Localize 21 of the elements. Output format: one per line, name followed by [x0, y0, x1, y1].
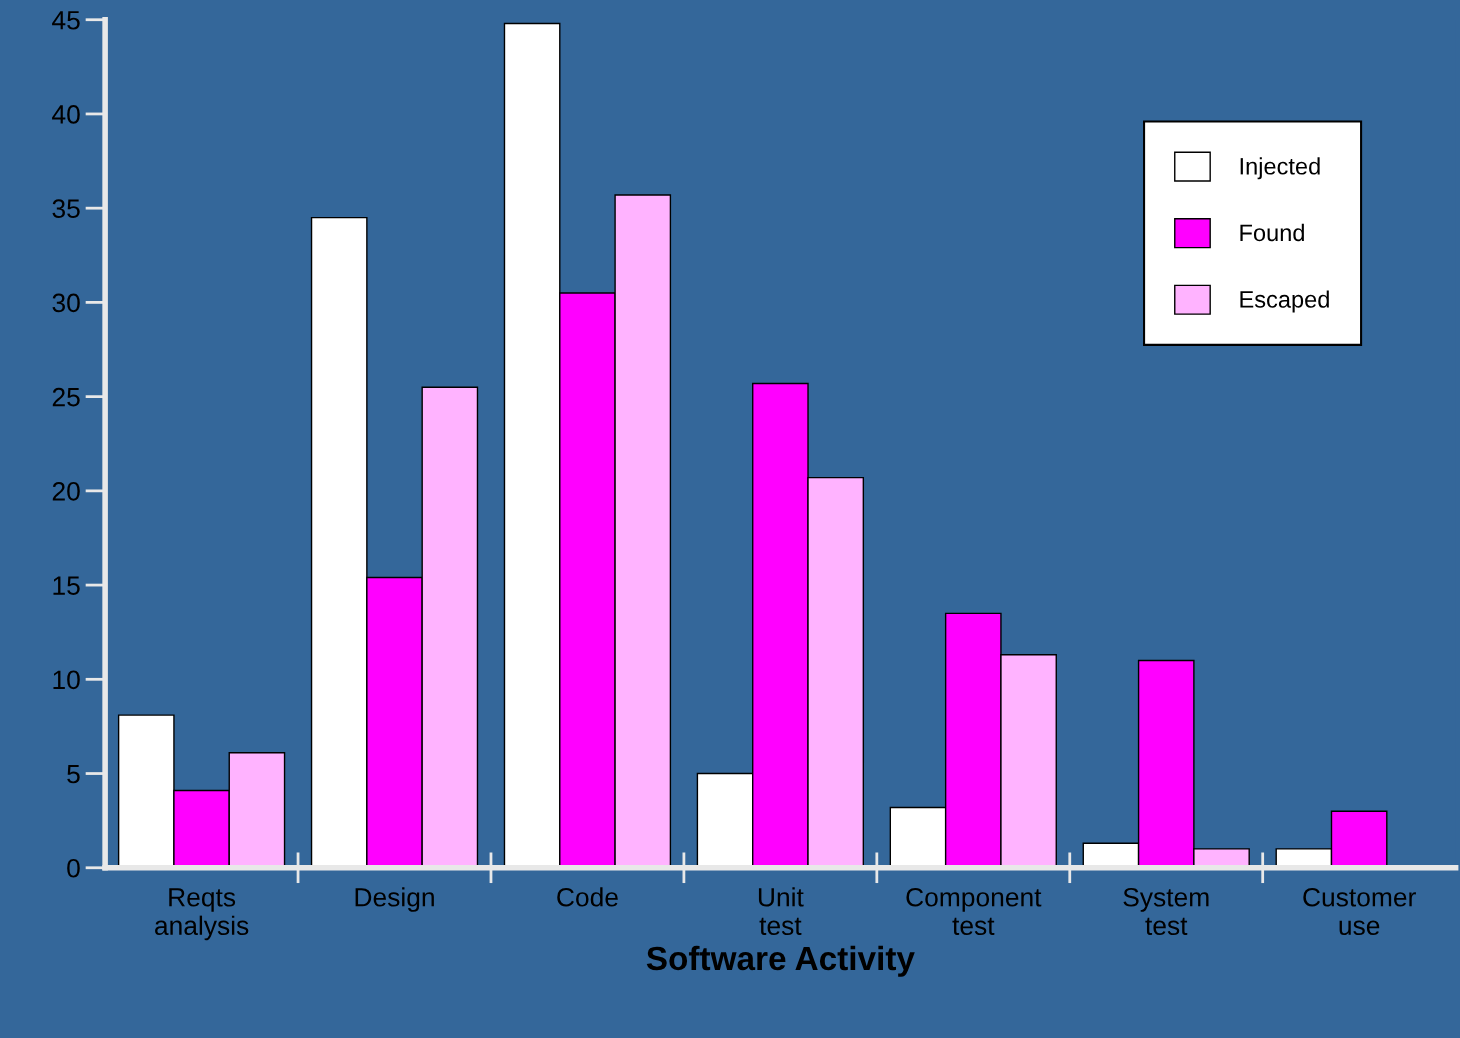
- legend-label: Found: [1240, 223, 1304, 242]
- y-tick-label: 45: [52, 11, 80, 30]
- y-tick-label: 35: [52, 199, 80, 218]
- y-tick-label: 10: [53, 670, 80, 690]
- x-tick-label: System test: [1123, 887, 1209, 936]
- x-tick-label: Design: [355, 887, 434, 912]
- y-tick-label: 0: [67, 858, 80, 878]
- x-tick-label: Code: [557, 887, 618, 907]
- x-tick-label: Reqts analysis: [155, 888, 249, 941]
- x-tick-label: Component test: [906, 887, 1042, 936]
- y-tick-label: 30: [52, 293, 80, 313]
- y-tick-label: 15: [53, 576, 80, 595]
- y-tick-label: 5: [67, 764, 80, 784]
- x-tick-label: Customer use: [1303, 887, 1416, 936]
- x-axis-title: Software Activity: [646, 945, 915, 977]
- legend-label: Injected: [1240, 157, 1320, 180]
- y-tick-label: 40: [52, 105, 80, 124]
- y-tick-label: 20: [52, 481, 80, 501]
- legend-label: Escaped: [1240, 290, 1329, 313]
- y-tick-label: 25: [52, 387, 80, 407]
- x-tick-label: Unit test: [758, 887, 804, 936]
